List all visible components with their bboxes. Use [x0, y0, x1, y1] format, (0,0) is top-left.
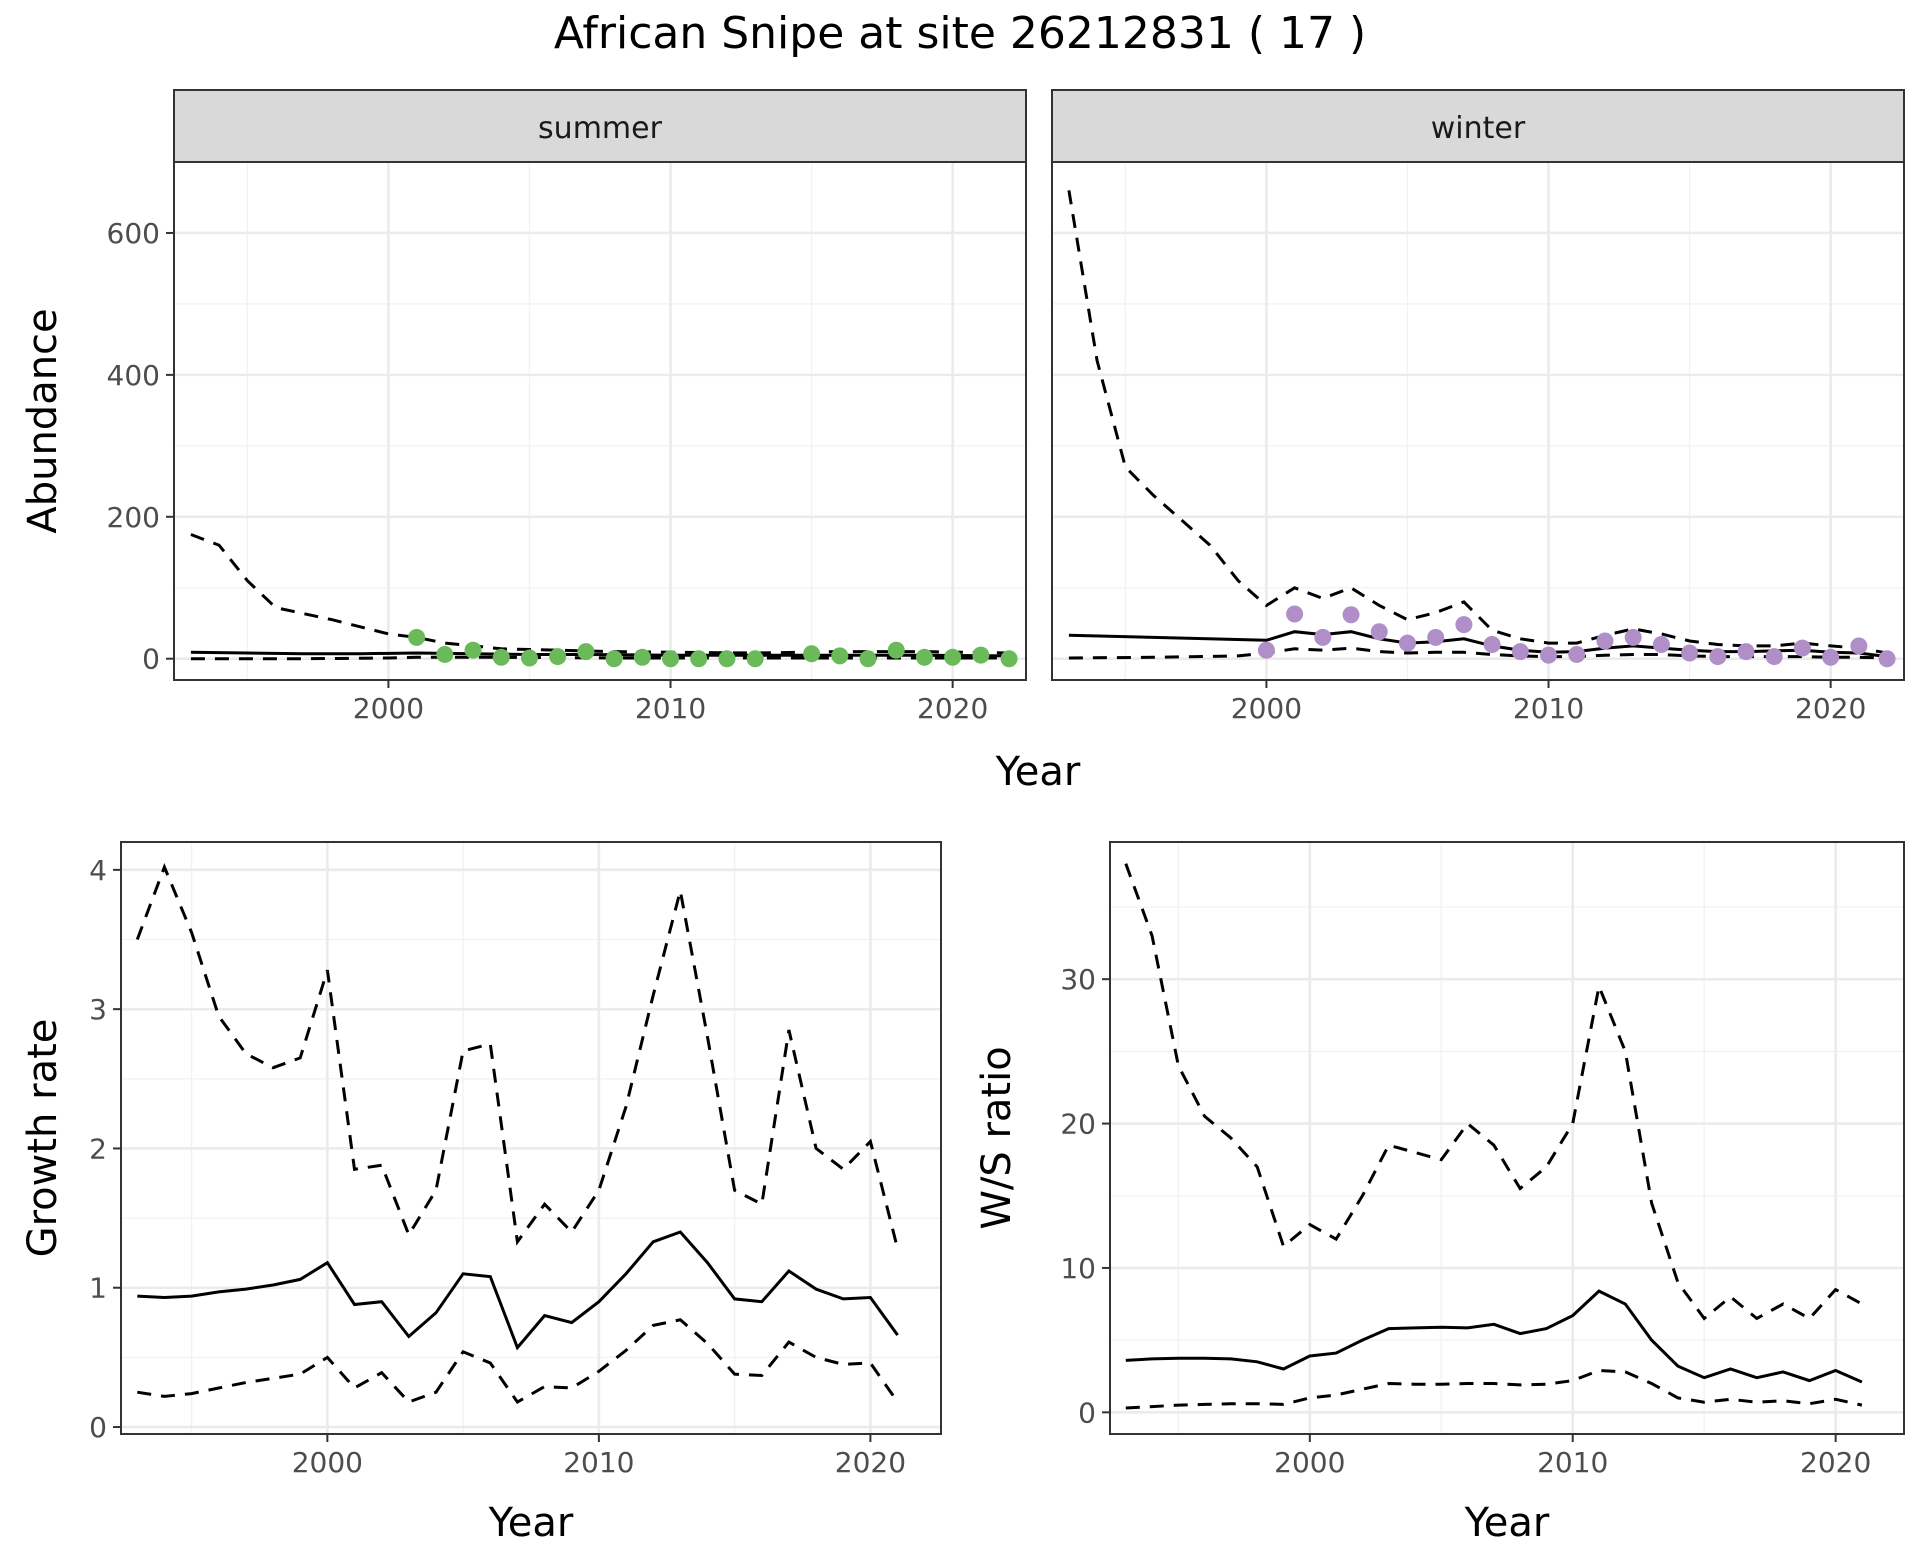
upper-ci-line	[190, 533, 1010, 655]
y-tick-label: 400	[107, 359, 160, 392]
observed-point	[887, 641, 905, 659]
x-tick-label: 2000	[292, 1446, 363, 1479]
observed-point	[1540, 646, 1558, 664]
observed-point	[1342, 606, 1360, 624]
panel-growth-rate: 2000 2010 2020 0 1 2 3 4 Year Growth rate	[20, 841, 942, 1546]
facet-strip-label: summer	[538, 111, 663, 146]
facet-strip	[173, 89, 1027, 163]
y-tick-label: 3	[89, 993, 107, 1026]
observed-point	[1286, 605, 1304, 623]
observed-point	[1257, 641, 1275, 659]
x-tick-label: 2020	[1800, 1446, 1871, 1479]
observed-point	[831, 647, 849, 665]
x-axis-title: Year	[1464, 1500, 1550, 1546]
panel-winter-abundance: winter 2000 2010 2020	[1051, 89, 1905, 725]
observed-point	[577, 643, 595, 661]
observed-point	[1624, 628, 1642, 646]
observed-point	[915, 648, 933, 666]
observed-point	[1652, 636, 1670, 654]
panel-summer-abundance: summer 2000 2010 2020 0 200 400 600 Abundance	[20, 89, 1027, 725]
x-axis-title: Year	[488, 1500, 574, 1546]
observed-point	[436, 645, 454, 663]
x-tick-label: 2020	[917, 692, 988, 725]
observed-point	[1596, 632, 1614, 650]
observed-point	[1878, 650, 1896, 668]
panel-border	[1051, 161, 1905, 681]
observed-point	[1370, 623, 1388, 641]
x-tick-label: 2010	[1537, 1446, 1608, 1479]
observed-point	[549, 648, 567, 666]
observed-point	[972, 646, 990, 664]
observed-point	[1765, 648, 1783, 666]
y-axis-title: Abundance	[20, 308, 66, 533]
observed-point	[662, 650, 680, 668]
y-tick-label: 2	[89, 1132, 107, 1165]
y-tick-label: 0	[1078, 1396, 1096, 1429]
figure-title: African Snipe at site 26212831 ( 17 )	[554, 8, 1366, 59]
y-tick-label: 4	[89, 854, 107, 887]
y-tick-label: 20	[1060, 1108, 1096, 1141]
panel-ws-ratio: 2000 2010 2020 0 10 20 30 Year W/S ratio	[974, 841, 1905, 1546]
x-tick-label: 2000	[1274, 1446, 1345, 1479]
observed-point	[1511, 643, 1529, 661]
observed-point	[520, 649, 538, 667]
y-tick-label: 0	[89, 1411, 107, 1444]
observed-point	[1398, 634, 1416, 652]
x-tick-label: 2010	[1513, 692, 1584, 725]
x-tick-label: 2020	[1795, 692, 1866, 725]
lower-ci-line	[1125, 1368, 1863, 1410]
upper-ci-line	[1067, 190, 1888, 655]
observed-point	[1314, 628, 1332, 646]
upper-ci-line	[1124, 863, 1863, 1321]
top-x-axis-title: Year	[995, 749, 1081, 795]
x-tick-label: 2010	[635, 692, 706, 725]
y-axis-title: W/S ratio	[974, 1046, 1020, 1229]
lower-ci-line	[137, 1318, 899, 1404]
observed-point	[1737, 643, 1755, 661]
observed-point	[408, 628, 426, 646]
observed-point	[1850, 637, 1868, 655]
observed-point	[746, 650, 764, 668]
observed-point	[944, 648, 962, 666]
y-tick-label: 0	[142, 643, 160, 676]
observed-point	[1000, 650, 1018, 668]
y-tick-label: 600	[107, 217, 160, 250]
y-axis-title: Growth rate	[20, 1019, 66, 1258]
observed-point	[1455, 616, 1473, 634]
x-tick-label: 2000	[1231, 692, 1302, 725]
facet-strip	[1051, 89, 1905, 163]
observed-point	[859, 650, 877, 668]
observed-point	[1793, 639, 1811, 657]
observed-point	[1681, 644, 1699, 662]
observed-point	[605, 650, 623, 668]
estimate-line	[1125, 1289, 1863, 1384]
lower-ci-line	[1068, 646, 1888, 660]
observed-point	[1822, 648, 1840, 666]
x-tick-label: 2010	[563, 1446, 634, 1479]
upper-ci-line	[135, 863, 900, 1250]
y-tick-label: 200	[107, 501, 160, 534]
x-tick-label: 2000	[353, 692, 424, 725]
observed-point	[492, 648, 510, 666]
panel-border	[173, 161, 1027, 681]
y-tick-label: 10	[1060, 1252, 1096, 1285]
panel-border	[120, 841, 942, 1435]
x-tick-label: 2020	[835, 1446, 906, 1479]
observed-point	[718, 650, 736, 668]
observed-point	[690, 650, 708, 668]
observed-point	[1427, 628, 1445, 646]
panel-border	[1109, 841, 1905, 1435]
observed-point	[464, 641, 482, 659]
observed-point	[1483, 636, 1501, 654]
estimate-line	[137, 1230, 899, 1351]
observed-point	[1568, 645, 1586, 663]
y-tick-label: 1	[89, 1272, 107, 1305]
y-tick-label: 30	[1060, 963, 1096, 996]
observed-point	[633, 648, 651, 666]
facet-strip-label: winter	[1431, 111, 1526, 146]
observed-point	[1709, 648, 1727, 666]
observed-point	[803, 645, 821, 663]
